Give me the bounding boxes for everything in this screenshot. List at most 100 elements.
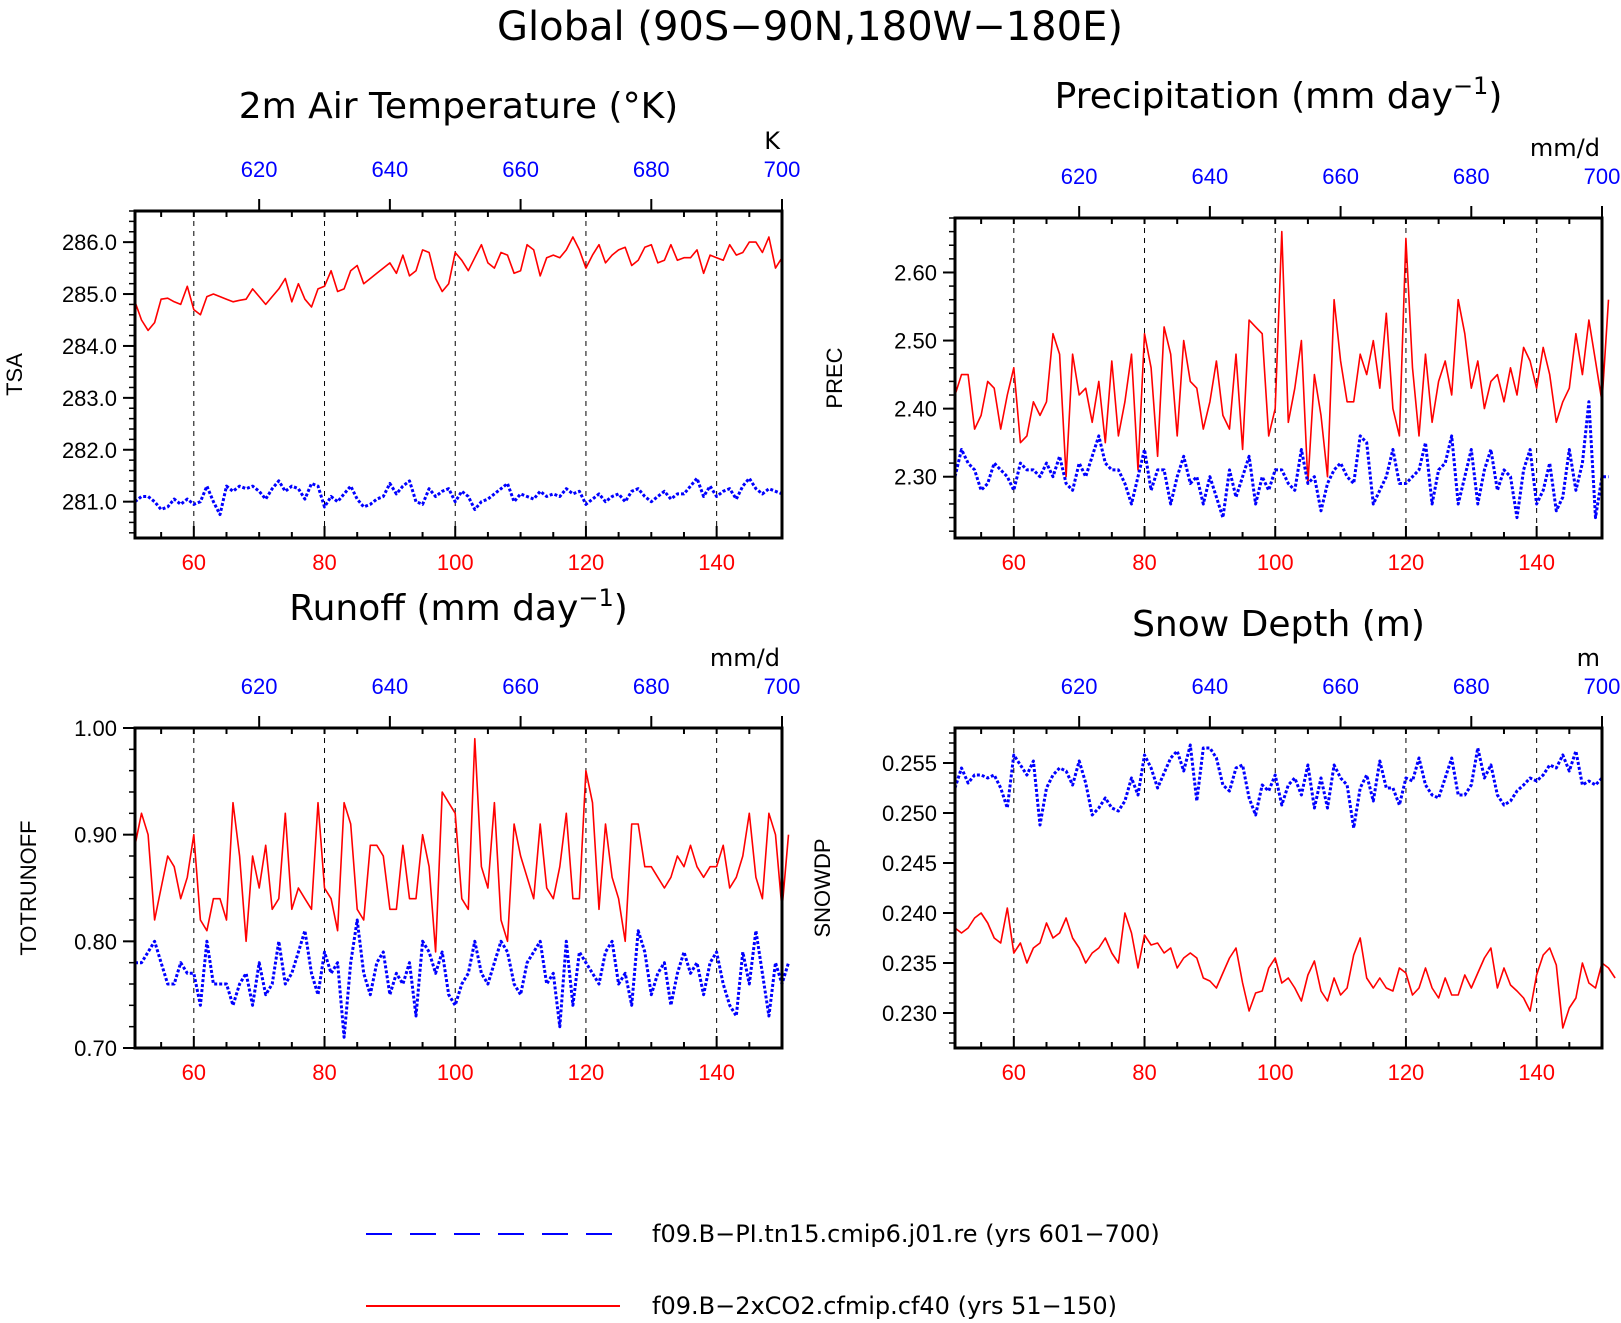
- legend-label-blue: f09.B−PI.tn15.cmip6.j01.re (yrs 601−700): [652, 1220, 1160, 1248]
- x-tick-label-bottom: 120: [1388, 550, 1425, 575]
- legend: f09.B−PI.tn15.cmip6.j01.re (yrs 601−700)…: [366, 1220, 1160, 1320]
- x-tick-label-bottom: 120: [1388, 1060, 1425, 1085]
- panel-title: 2m Air Temperature (°K): [239, 86, 678, 127]
- x-tick-label-top: 620: [241, 674, 278, 699]
- x-tick-label-bottom: 100: [1257, 550, 1294, 575]
- x-tick-label-bottom: 80: [1132, 550, 1156, 575]
- y-tick-label: 2.50: [894, 329, 937, 354]
- unit-label: mm/d: [710, 644, 780, 672]
- x-tick-label-bottom: 60: [182, 1060, 206, 1085]
- x-tick-label-top: 700: [1584, 674, 1621, 699]
- series-line-red: [134, 737, 790, 953]
- x-tick-label-top: 700: [764, 674, 801, 699]
- series-line-red: [134, 236, 783, 332]
- y-tick-label: 2.40: [894, 397, 937, 422]
- y-tick-label: 0.230: [882, 1001, 937, 1026]
- panel-title: Snow Depth (m): [1132, 604, 1425, 645]
- panel-title-superscript: −1: [578, 584, 613, 612]
- x-tick-label-top: 620: [1061, 164, 1098, 189]
- x-tick-label-bottom: 140: [698, 1060, 735, 1085]
- y-tick-label: 281.0: [62, 490, 117, 515]
- plot-frame: [953, 726, 1604, 1050]
- x-tick-label-top: 640: [1192, 674, 1229, 699]
- x-tick-label-top: 660: [1322, 164, 1359, 189]
- x-tick-label-bottom: 100: [1257, 1060, 1294, 1085]
- x-tick-label-top: 640: [372, 157, 409, 182]
- chart-panel-1: 2m Air Temperature (°K) K TSA 60 80 100 120 140…: [2, 86, 800, 575]
- x-tick-label-bottom: 120: [568, 550, 605, 575]
- chart-panel-2: Precipitation (mm day−1) mm/d PREC 60 80 100 1…: [822, 72, 1620, 575]
- x-tick-label-top: 680: [1453, 674, 1490, 699]
- y-tick-label: 285.0: [62, 282, 117, 307]
- x-tick-label-top: 660: [502, 157, 539, 182]
- y-tick-label: 0.255: [882, 751, 937, 776]
- x-tick-label-top: 680: [633, 674, 670, 699]
- x-tick-label-bottom: 60: [1002, 550, 1026, 575]
- y-axis-label: PREC: [822, 347, 847, 408]
- y-tick-label: 0.245: [882, 851, 937, 876]
- panel-title-superscript: −1: [1453, 72, 1488, 100]
- y-axis-label: TSA: [2, 353, 27, 396]
- series-line-red: [954, 230, 1610, 485]
- plot-frame: [133, 209, 784, 540]
- series-line-red: [954, 907, 1616, 1029]
- x-tick-label-top: 660: [1322, 674, 1359, 699]
- y-tick-label: 0.240: [882, 901, 937, 926]
- x-tick-label-top: 620: [241, 157, 278, 182]
- x-tick-label-top: 640: [372, 674, 409, 699]
- panel-title-suffix: ): [614, 588, 628, 629]
- panel-title: Runoff (mm day−1): [289, 584, 628, 629]
- x-tick-label-top: 660: [502, 674, 539, 699]
- x-tick-label-bottom: 100: [437, 550, 474, 575]
- x-tick-label-bottom: 80: [1132, 1060, 1156, 1085]
- x-tick-label-bottom: 100: [437, 1060, 474, 1085]
- x-tick-label-bottom: 140: [698, 550, 735, 575]
- unit-label: K: [764, 127, 781, 155]
- y-tick-label: 284.0: [62, 334, 117, 359]
- panel-title: Precipitation (mm day−1): [1055, 72, 1503, 117]
- plot-frame: [953, 216, 1604, 540]
- unit-label: mm/d: [1530, 134, 1600, 162]
- x-tick-label-top: 700: [764, 157, 801, 182]
- chart-panel-3: Runoff (mm day−1) mm/d TOTRUNOFF 60 80 100 120…: [16, 584, 800, 1085]
- y-tick-label: 283.0: [62, 386, 117, 411]
- x-tick-label-top: 700: [1584, 164, 1621, 189]
- series-line-blue: [953, 400, 1609, 520]
- y-axis-label: TOTRUNOFF: [16, 820, 41, 955]
- y-tick-label: 0.250: [882, 801, 937, 826]
- y-tick-label: 1.00: [74, 716, 117, 741]
- panel-title-text: Snow Depth (m): [1132, 604, 1425, 645]
- x-tick-label-top: 680: [633, 157, 670, 182]
- x-tick-label-bottom: 80: [312, 550, 336, 575]
- y-tick-label: 0.90: [74, 823, 117, 848]
- chart-panel-4: Snow Depth (m) m SNOWDP 60 80 100 120 140 620 640…: [810, 604, 1620, 1085]
- x-tick-label-bottom: 140: [1518, 550, 1555, 575]
- y-tick-label: 0.70: [74, 1036, 117, 1061]
- panel-title-suffix: ): [1488, 76, 1502, 117]
- y-axis-label: SNOWDP: [810, 839, 835, 938]
- legend-label-red: f09.B−2xCO2.cfmip.cf40 (yrs 51−150): [652, 1292, 1117, 1320]
- plot-frame: [133, 726, 784, 1050]
- figure-title: Global (90S−90N,180W−180E): [497, 4, 1123, 50]
- panel-title-text: 2m Air Temperature (°K): [239, 86, 678, 127]
- series-line-blue: [134, 476, 783, 517]
- y-tick-label: 286.0: [62, 230, 117, 255]
- x-tick-label-top: 640: [1192, 164, 1229, 189]
- x-tick-label-bottom: 60: [182, 550, 206, 575]
- unit-label: m: [1577, 644, 1600, 672]
- x-tick-label-top: 620: [1061, 674, 1098, 699]
- y-tick-label: 282.0: [62, 438, 117, 463]
- x-tick-label-bottom: 60: [1002, 1060, 1026, 1085]
- y-tick-label: 2.30: [894, 465, 937, 490]
- x-tick-label-top: 680: [1453, 164, 1490, 189]
- series-line-blue: [135, 918, 790, 1039]
- x-tick-label-bottom: 140: [1518, 1060, 1555, 1085]
- x-tick-label-bottom: 120: [568, 1060, 605, 1085]
- y-tick-label: 0.235: [882, 951, 937, 976]
- x-tick-label-bottom: 80: [312, 1060, 336, 1085]
- series-line-blue: [953, 743, 1604, 830]
- panel-title-text: Runoff (mm day: [289, 588, 578, 629]
- panel-title-text: Precipitation (mm day: [1055, 76, 1453, 117]
- y-tick-label: 0.80: [74, 929, 117, 954]
